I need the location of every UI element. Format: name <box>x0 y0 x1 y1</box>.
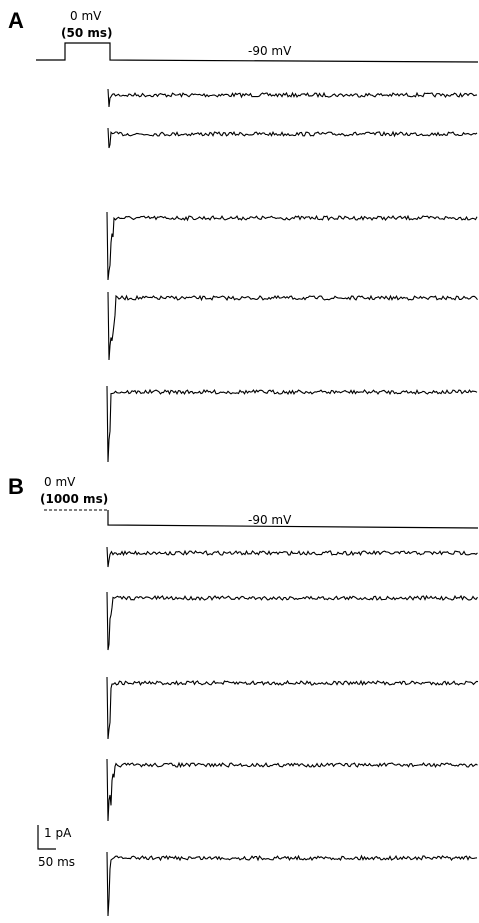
panel-a-step-duration: (50 ms) <box>61 26 113 40</box>
panel-a-step-duration-value: 50 ms <box>66 26 108 40</box>
panel-a-current-trace-5 <box>106 385 478 463</box>
panel-b-step-duration: (1000 ms) <box>40 492 109 506</box>
scale-bar <box>37 825 56 850</box>
panel-a-current-trace-4 <box>107 291 478 361</box>
panel-a-voltage-protocol <box>36 42 479 63</box>
panel-a-step-voltage: 0 mV <box>70 9 102 23</box>
scale-bar-current-label: 1 pA <box>44 826 72 840</box>
panel-a-current-trace-2 <box>107 127 478 149</box>
panel-b-current-trace-3 <box>106 676 479 740</box>
scale-bar-time-label: 50 ms <box>38 855 76 869</box>
panel-b-current-trace-4 <box>106 758 478 822</box>
panel-a-letter: A <box>8 8 24 33</box>
panel-a-current-trace-3 <box>106 211 478 281</box>
panel-b-current-trace-5 <box>106 851 478 917</box>
panel-b-step-duration-value: 1000 ms <box>45 492 103 506</box>
panel-b-current-trace-1 <box>106 546 478 568</box>
panel-b-letter: B <box>8 474 24 499</box>
current-traces <box>106 88 479 917</box>
panel-a-hold-voltage: -90 mV <box>248 44 292 58</box>
panel-b-step-voltage: 0 mV <box>44 475 76 489</box>
panel-b-hold-voltage: -90 mV <box>248 513 292 527</box>
panel-a-current-trace-1 <box>107 88 478 108</box>
panel-b-current-trace-2 <box>106 591 478 651</box>
panel-b-voltage-protocol <box>107 510 479 529</box>
